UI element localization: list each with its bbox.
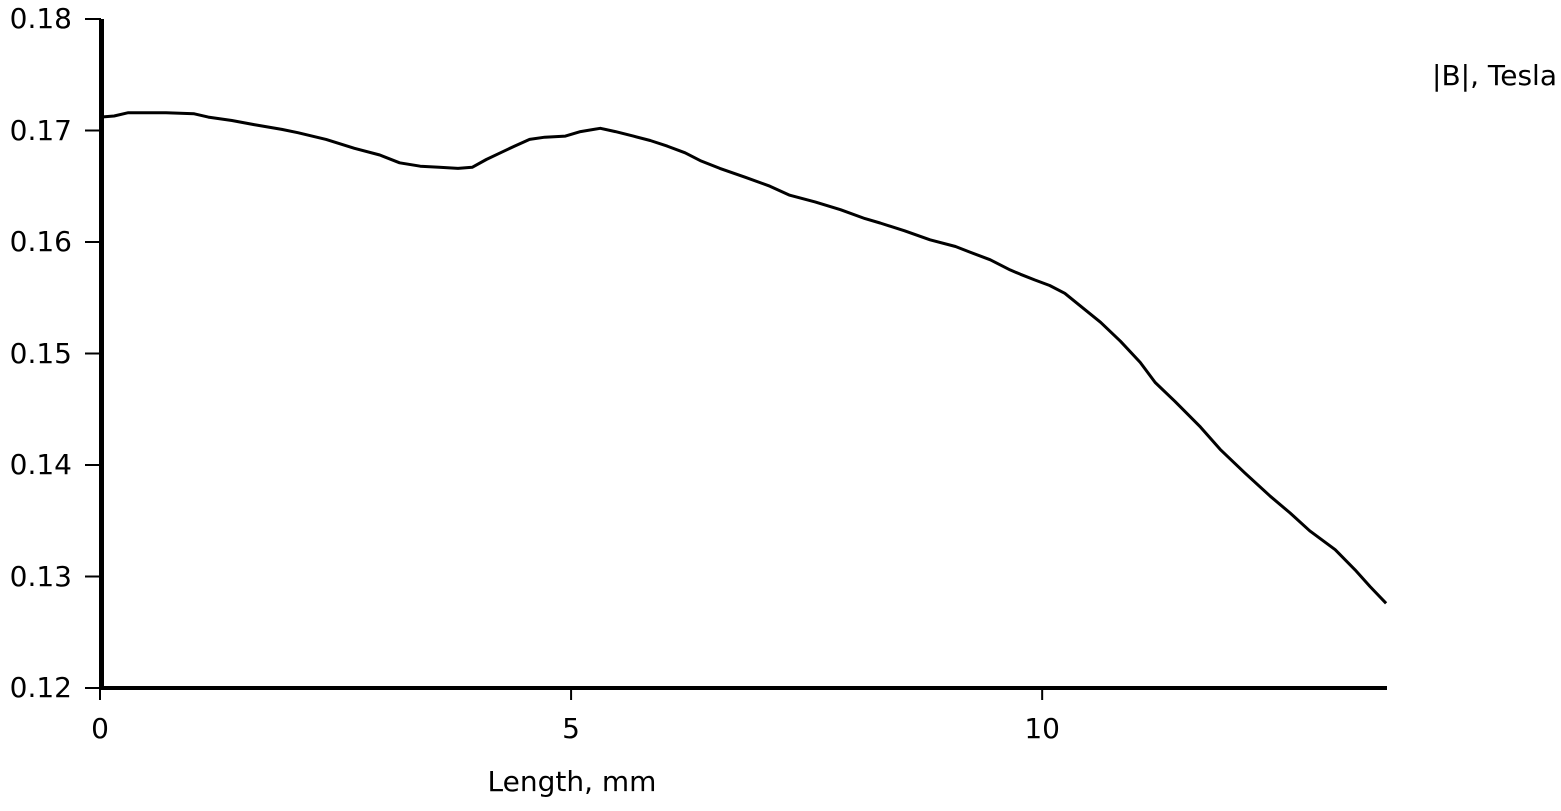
x-tick-label: 10 [1024,712,1060,745]
y-tick-label: 0.16 [9,225,72,258]
y-tick-label: 0.17 [9,113,72,147]
x-tick-label: 0 [91,712,109,745]
y-tick-label: 0.13 [9,559,72,593]
y-tick-label: 0.14 [9,448,72,481]
field-magnitude-curve [99,111,1388,605]
y-tick-label: 0.18 [9,2,72,35]
y-axis-title: |B|, Tesla [1432,59,1557,92]
x-axis-title: Length, mm [487,765,657,798]
y-tick-label: 0.15 [9,336,72,370]
x-tick-label: 5 [562,712,580,745]
y-tick-label: 0.12 [9,671,72,704]
